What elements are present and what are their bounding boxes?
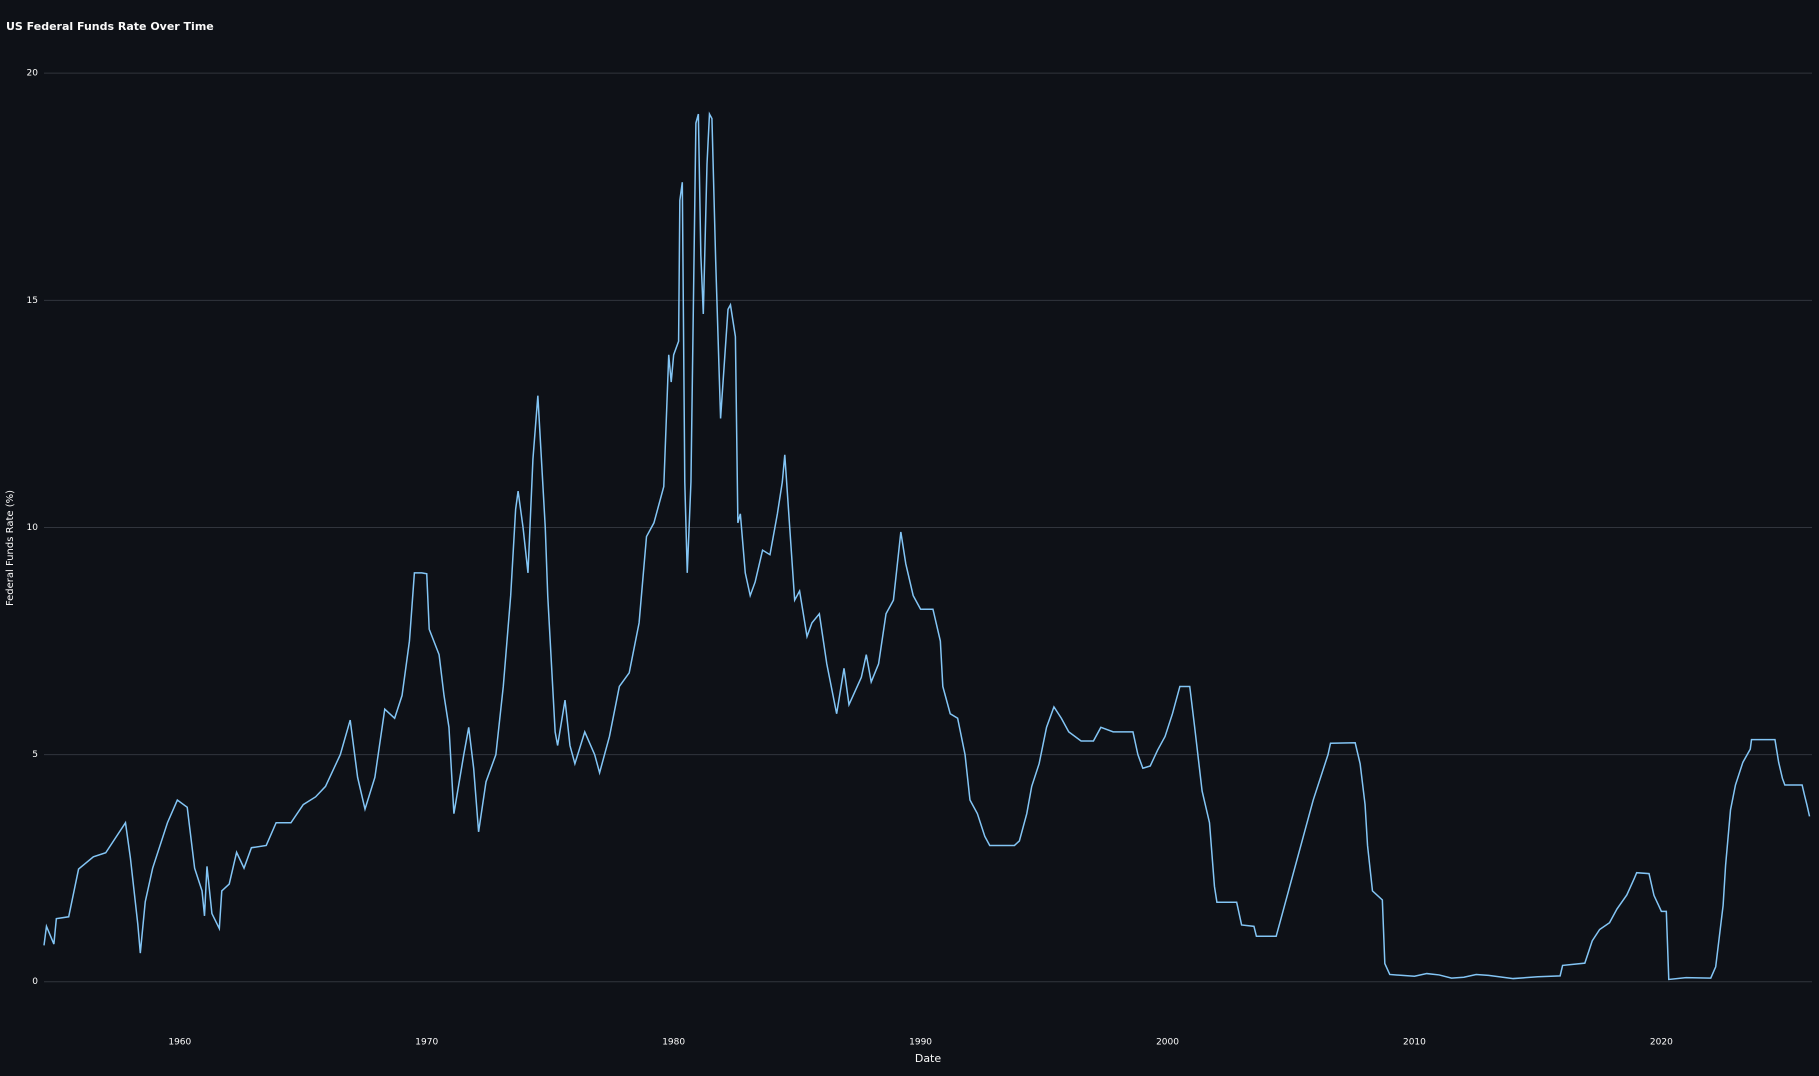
y-tick-label: 0 [32,977,38,987]
y-tick-label: 20 [27,69,39,79]
y-tick-label: 15 [27,296,38,306]
x-tick-label: 1960 [168,1038,191,1048]
y-tick-label: 10 [27,523,39,533]
x-tick-label: 1970 [415,1038,438,1048]
x-tick-label: 1990 [909,1038,932,1048]
y-tick-label: 5 [32,750,38,760]
x-tick-label: 2010 [1403,1038,1426,1048]
x-tick-label: 1980 [662,1038,685,1048]
y-axis-title: Federal Funds Rate (%) [5,490,16,606]
x-tick-label: 2000 [1156,1038,1179,1048]
data-line [43,111,1811,981]
x-tick-label: 2020 [1650,1038,1673,1048]
x-axis-title: Date [915,1052,942,1065]
chart-title: US Federal Funds Rate Over Time [6,20,214,33]
